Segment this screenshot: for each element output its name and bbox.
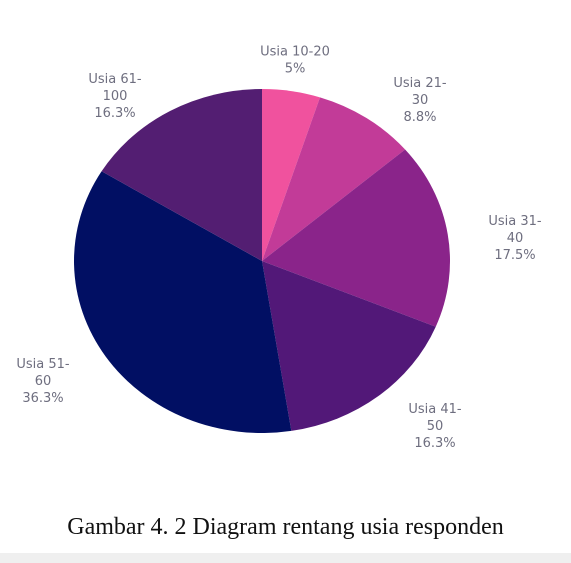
slice-label-5-line-1: Usia 51-: [16, 357, 70, 372]
pie-slice-6: [101, 89, 262, 261]
figure-caption: Gambar 4. 2 Diagram rentang usia respond…: [67, 514, 504, 540]
slice-label-2-line-2: 30: [412, 93, 429, 108]
slice-label-4-line-1: Usia 41-: [408, 402, 462, 417]
pie-slice-3: [262, 149, 451, 327]
pie-chart: Usia 10-20 5% Usia 21- 30 8.8% Usia 31- 40 17.5…: [16, 45, 542, 452]
pie-slice-4: [262, 261, 436, 431]
slice-label-6-line-2: 100: [103, 89, 128, 104]
slice-label-3-line-3: 17.5%: [494, 248, 535, 263]
slice-label-1: Usia 10-20 5%: [260, 45, 330, 77]
pie-slice-5: [74, 171, 292, 433]
pie-slice-1: [262, 88, 320, 261]
slice-label-2-line-1: Usia 21-: [393, 76, 447, 91]
slice-label-2-line-3: 8.8%: [403, 110, 436, 125]
slice-label-3-line-1: Usia 31-: [488, 214, 542, 229]
slice-label-6: Usia 61- 100 16.3%: [88, 72, 142, 121]
pie-labels: Usia 10-20 5% Usia 21- 30 8.8% Usia 31- 40 17.5…: [16, 45, 542, 452]
slice-label-4-line-2: 50: [427, 419, 444, 434]
pie-chart-svg: Usia 10-20 5% Usia 21- 30 8.8% Usia 31- 40 17.5…: [16, 45, 542, 452]
slice-label-3: Usia 31- 40 17.5%: [488, 214, 542, 263]
slice-label-5-line-2: 60: [35, 374, 52, 389]
pie-slices: [74, 88, 451, 433]
bottom-divider: [0, 553, 571, 563]
slice-label-6-line-1: Usia 61-: [88, 72, 142, 87]
pie-slice-2: [262, 97, 406, 261]
slice-label-1-line-1: Usia 10-20: [260, 45, 330, 60]
slice-label-2: Usia 21- 30 8.8%: [393, 76, 447, 125]
slice-label-5: Usia 51- 60 36.3%: [16, 357, 70, 406]
slice-label-5-line-3: 36.3%: [22, 391, 63, 406]
slice-label-1-line-2: 5%: [285, 62, 306, 77]
slice-label-6-line-3: 16.3%: [94, 106, 135, 121]
slice-label-4: Usia 41- 50 16.3%: [408, 402, 462, 451]
slice-label-4-line-3: 16.3%: [414, 436, 455, 451]
slice-label-3-line-2: 40: [507, 231, 524, 246]
